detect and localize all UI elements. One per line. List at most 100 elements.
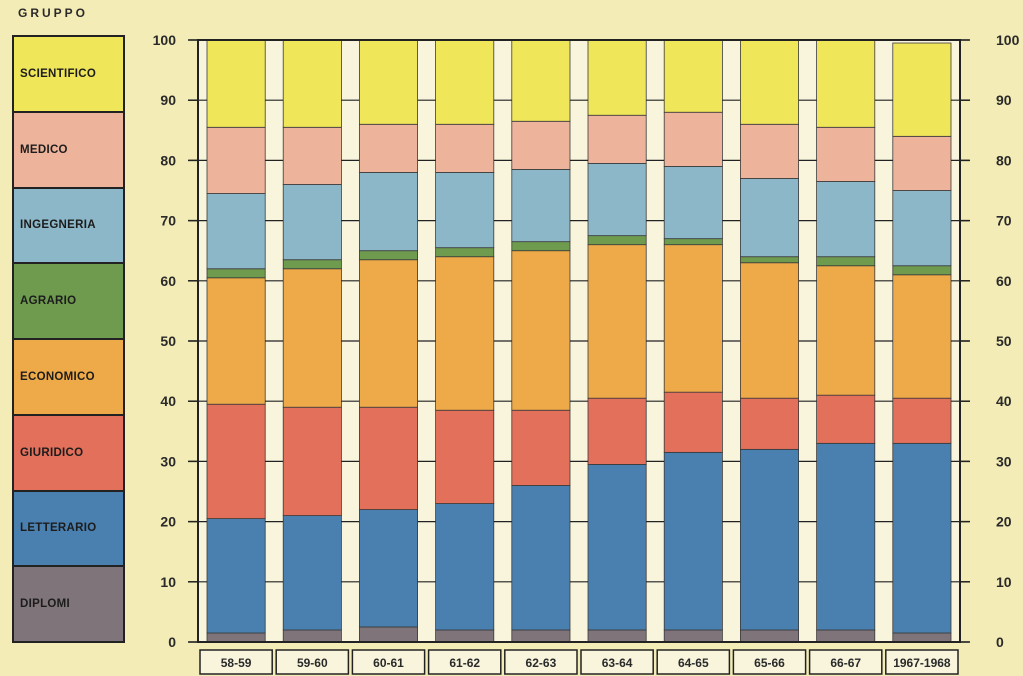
y-tick-label-right-80: 80 xyxy=(996,152,1012,168)
category-box-9 xyxy=(885,649,959,675)
y-tick-label-right-20: 20 xyxy=(996,514,1012,530)
bar-segment-letterario-2 xyxy=(358,509,418,628)
bar-segment-agrario-9 xyxy=(892,265,952,276)
category-box-2 xyxy=(351,649,426,675)
bar-segment-letterario-4 xyxy=(511,485,571,631)
bar-segment-medico-3 xyxy=(435,123,495,173)
bar-segment-ingegneria-5 xyxy=(587,163,647,237)
bar-segment-agrario-3 xyxy=(435,247,495,258)
bar-segment-agrario-5 xyxy=(587,235,647,246)
y-tick-label-left-0: 0 xyxy=(168,634,176,650)
bar-segment-ingegneria-4 xyxy=(511,169,571,243)
bar-segment-economico-1 xyxy=(282,268,342,408)
bar-segment-scientifico-8 xyxy=(816,39,876,128)
bar-segment-economico-2 xyxy=(358,259,418,408)
category-box-0 xyxy=(199,649,273,675)
bar-segment-giuridico-8 xyxy=(816,394,876,444)
legend-item-diplomi: DIPLOMI xyxy=(14,567,123,641)
y-tick-label-right-90: 90 xyxy=(996,92,1012,108)
legend-item-giuridico: GIURIDICO xyxy=(14,415,123,492)
bar-segment-scientifico-2 xyxy=(358,39,418,125)
bar-segment-diplomi-8 xyxy=(816,629,876,643)
y-tick-label-left-40: 40 xyxy=(160,393,176,409)
bar-segment-giuridico-1 xyxy=(282,406,342,516)
y-tick-label-left-10: 10 xyxy=(160,574,176,590)
category-label-6: 64-65 xyxy=(678,656,709,670)
bar-segment-agrario-8 xyxy=(816,256,876,267)
bar-segment-economico-9 xyxy=(892,274,952,399)
legend-item-letterario: LETTERARIO xyxy=(14,491,123,568)
bar-segment-medico-0 xyxy=(206,126,266,194)
bar-segment-ingegneria-6 xyxy=(663,166,723,240)
bar-segment-economico-5 xyxy=(587,244,647,399)
bar-segment-ingegneria-0 xyxy=(206,193,266,270)
bar-segment-giuridico-2 xyxy=(358,406,418,510)
y-tick-label-left-50: 50 xyxy=(160,333,176,349)
category-label-2: 60-61 xyxy=(373,656,404,670)
legend-title: GRUPPO xyxy=(18,6,89,20)
bar-segment-diplomi-9 xyxy=(892,632,952,643)
legend: SCIENTIFICO MEDICO INGEGNERIA AGRARIO ECONOM… xyxy=(12,35,125,643)
bar-segment-giuridico-7 xyxy=(740,397,800,450)
category-box-3 xyxy=(427,649,502,675)
bar-segment-letterario-7 xyxy=(740,448,800,631)
bar-segment-agrario-0 xyxy=(206,268,266,279)
category-label-7: 65-66 xyxy=(754,656,785,670)
bar-segment-agrario-2 xyxy=(358,250,418,261)
bar-segment-diplomi-4 xyxy=(511,629,571,643)
category-box-4 xyxy=(504,649,578,675)
y-tick-label-right-50: 50 xyxy=(996,333,1012,349)
bar-segment-medico-1 xyxy=(282,126,342,185)
bar-segment-giuridico-4 xyxy=(511,409,571,486)
bar-segment-economico-3 xyxy=(435,256,495,411)
bar-segment-economico-6 xyxy=(663,244,723,393)
bar-segment-agrario-7 xyxy=(740,256,800,264)
bar-segment-letterario-8 xyxy=(816,442,876,631)
bar-segment-medico-6 xyxy=(663,111,723,167)
category-box-8 xyxy=(808,649,883,675)
category-label-8: 66-67 xyxy=(830,656,861,670)
legend-item-medico: MEDICO xyxy=(14,112,123,189)
bar-segment-scientifico-7 xyxy=(740,39,800,125)
y-tick-label-left-80: 80 xyxy=(160,152,176,168)
bar-segment-giuridico-0 xyxy=(206,403,266,519)
y-tick-label-left-90: 90 xyxy=(160,92,176,108)
bar-segment-economico-7 xyxy=(740,262,800,399)
bar-segment-letterario-9 xyxy=(892,442,952,634)
legend-item-agrario: AGRARIO xyxy=(14,264,123,340)
legend-item-economico: ECONOMICO xyxy=(14,340,123,416)
bar-segment-diplomi-6 xyxy=(663,629,723,643)
bar-segment-diplomi-1 xyxy=(282,629,342,643)
y-tick-label-right-70: 70 xyxy=(996,213,1012,229)
category-label-0: 58-59 xyxy=(221,656,252,670)
category-box-1 xyxy=(275,649,350,675)
category-box-7 xyxy=(732,649,807,675)
legend-item-ingegneria: INGEGNERIA xyxy=(14,188,123,265)
category-label-3: 61-62 xyxy=(449,656,480,670)
category-box-6 xyxy=(656,649,731,675)
bar-segment-scientifico-1 xyxy=(282,39,342,128)
bar-segment-letterario-6 xyxy=(663,451,723,631)
bar-segment-scientifico-0 xyxy=(206,39,266,128)
y-tick-label-right-30: 30 xyxy=(996,453,1012,469)
bar-segment-ingegneria-8 xyxy=(816,181,876,258)
y-tick-label-left-30: 30 xyxy=(160,453,176,469)
y-tick-label-right-100: 100 xyxy=(996,32,1020,48)
category-label-4: 62-63 xyxy=(526,656,557,670)
y-tick-label-right-10: 10 xyxy=(996,574,1012,590)
category-label-1: 59-60 xyxy=(297,656,328,670)
bar-segment-medico-8 xyxy=(816,126,876,182)
bar-segment-giuridico-9 xyxy=(892,397,952,444)
y-tick-label-left-20: 20 xyxy=(160,514,176,530)
legend-item-scientifico: SCIENTIFICO xyxy=(14,37,123,113)
bar-segment-giuridico-5 xyxy=(587,397,647,465)
y-tick-label-left-100: 100 xyxy=(153,32,177,48)
bar-segment-agrario-6 xyxy=(663,238,723,246)
bar-segment-medico-7 xyxy=(740,123,800,179)
bar-segment-ingegneria-2 xyxy=(358,172,418,252)
bar-segment-medico-9 xyxy=(892,135,952,191)
bar-segment-giuridico-3 xyxy=(435,409,495,504)
bar-segment-diplomi-3 xyxy=(435,629,495,643)
bar-segment-scientifico-6 xyxy=(663,39,723,113)
